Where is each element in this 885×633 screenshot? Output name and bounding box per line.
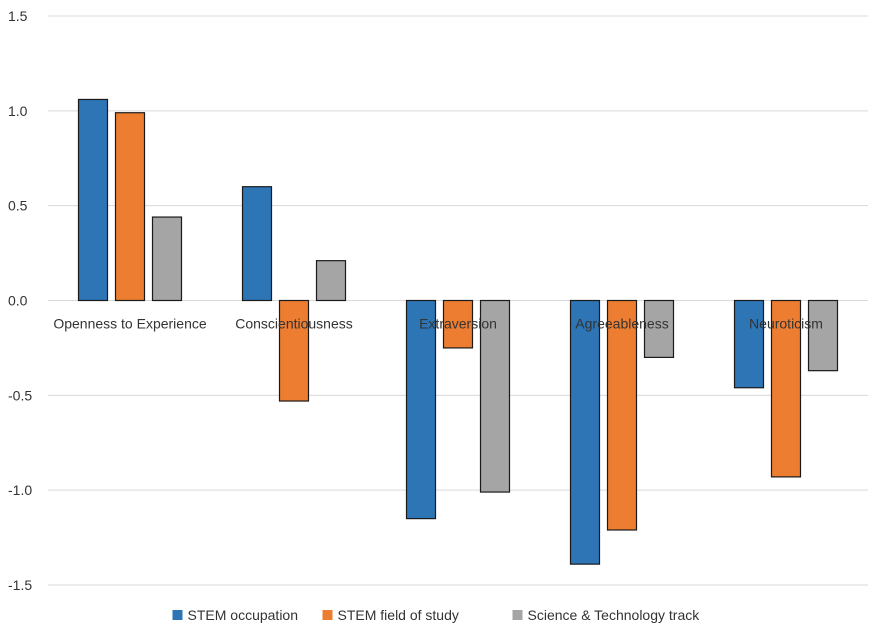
y-tick-label: -0.5 (8, 387, 32, 403)
legend-swatch (172, 610, 183, 620)
category-label: Extraversion (419, 316, 497, 332)
category-label: Agreeableness (575, 316, 668, 332)
category-label: Conscientiousness (235, 316, 353, 332)
legend-label: STEM field of study (338, 607, 459, 623)
y-axis-tick-labels: 1.5 1.0 0.5 0.0 -0.5 -1.0 -1.5 (8, 8, 32, 593)
bar (569, 299, 601, 565)
bar (241, 186, 273, 302)
bar (278, 299, 310, 402)
bar (807, 299, 839, 372)
bar (77, 98, 109, 302)
bar (733, 299, 765, 389)
bar (606, 299, 638, 531)
bar (643, 299, 675, 359)
legend-label: Science & Technology track (528, 607, 701, 623)
legend-swatch (322, 610, 333, 620)
bars (77, 98, 839, 565)
bar (442, 299, 474, 349)
gridlines (48, 15, 868, 586)
bar (315, 260, 347, 302)
category-label: Neuroticism (749, 316, 823, 332)
y-tick-label: -1.5 (8, 577, 32, 593)
legend: STEM occupation STEM field of study Scienc… (172, 607, 701, 623)
bar (770, 299, 802, 478)
bar (479, 299, 511, 493)
y-tick-label: 1.0 (8, 103, 28, 119)
bar (405, 299, 437, 520)
y-tick-label: 0.0 (8, 293, 28, 309)
y-tick-label: 1.5 (8, 8, 28, 24)
category-labels: Openness to Experience Conscientiousness E… (53, 316, 823, 332)
legend-label: STEM occupation (188, 607, 299, 623)
category-label: Openness to Experience (53, 316, 207, 332)
bar (114, 112, 146, 302)
bar (151, 216, 183, 302)
legend-swatch (512, 610, 523, 620)
y-tick-label: 0.5 (8, 198, 28, 214)
y-tick-label: -1.0 (8, 482, 32, 498)
